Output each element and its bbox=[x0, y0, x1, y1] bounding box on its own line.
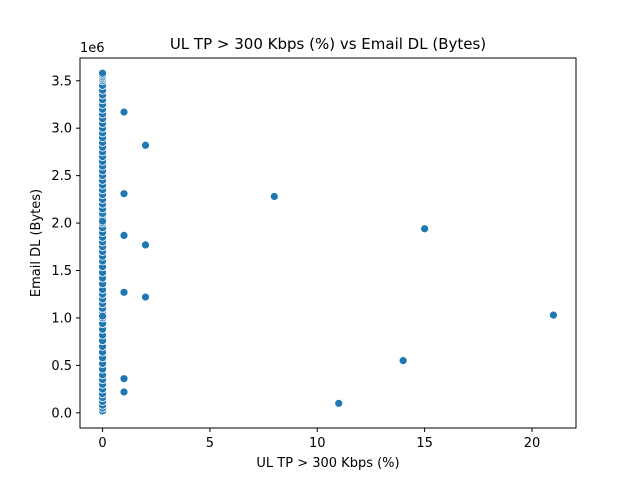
y-tick-label: 3.5 bbox=[51, 74, 72, 89]
data-point bbox=[141, 240, 150, 250]
y-tick-label: 3.0 bbox=[51, 122, 72, 137]
data-point bbox=[119, 387, 129, 397]
plot-frame bbox=[79, 57, 577, 429]
data-point bbox=[420, 224, 430, 234]
chart-title: UL TP > 300 Kbps (%) vs Email DL (Bytes) bbox=[170, 35, 486, 53]
x-tick-label: 10 bbox=[309, 436, 326, 451]
data-point bbox=[119, 231, 129, 240]
y-axis-label: Email DL (Bytes) bbox=[29, 189, 44, 297]
data-point bbox=[141, 140, 150, 150]
data-point bbox=[141, 292, 150, 302]
x-axis-label: UL TP > 300 Kbps (%) bbox=[256, 456, 399, 471]
data-point bbox=[98, 216, 107, 226]
data-points bbox=[98, 68, 558, 416]
x-tick-label: 20 bbox=[524, 436, 541, 451]
y-offset-label: 1e6 bbox=[80, 41, 105, 56]
data-point bbox=[98, 68, 107, 78]
y-tick-label: 2.5 bbox=[51, 169, 72, 184]
x-tick-label: 0 bbox=[98, 436, 106, 451]
data-point bbox=[334, 398, 344, 408]
data-point bbox=[398, 356, 408, 366]
data-point bbox=[119, 189, 129, 199]
y-tick-label: 1.5 bbox=[51, 264, 72, 279]
data-point bbox=[549, 310, 558, 320]
y-tick-label: 2.0 bbox=[51, 217, 72, 232]
y-tick-label: 1.0 bbox=[51, 311, 72, 326]
x-tick-label: 5 bbox=[206, 436, 214, 451]
x-axis-ticks: 0 5 10 15 20 bbox=[98, 428, 540, 451]
data-point bbox=[119, 287, 129, 297]
data-point bbox=[98, 311, 107, 321]
y-tick-label: 0.5 bbox=[51, 359, 72, 374]
data-point bbox=[119, 107, 129, 117]
data-point bbox=[269, 192, 279, 201]
data-point bbox=[119, 374, 129, 384]
x-tick-label: 15 bbox=[416, 436, 433, 451]
y-axis-ticks: 0.0 0.5 1.0 1.5 2.0 2.5 3.0 3.5 bbox=[51, 74, 80, 421]
y-tick-label: 0.0 bbox=[51, 406, 72, 421]
